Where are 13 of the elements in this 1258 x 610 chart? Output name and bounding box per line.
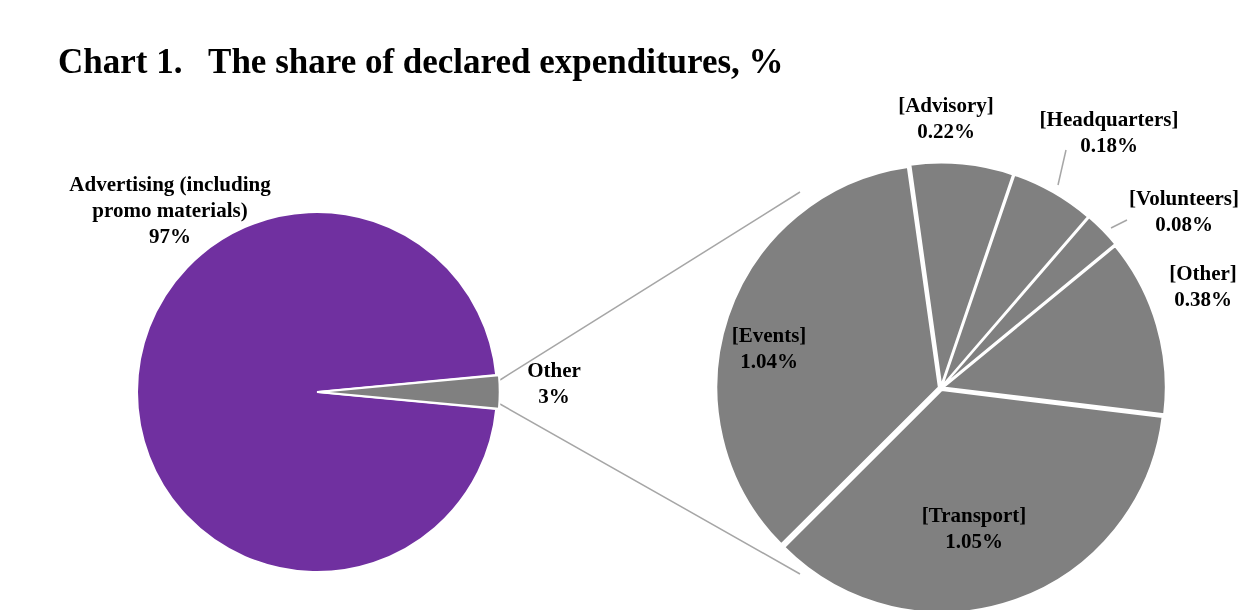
slice-label: [Headquarters] bbox=[1039, 107, 1179, 132]
data-label: 0.08% bbox=[1155, 212, 1213, 237]
data-label: 1.05% bbox=[945, 529, 1003, 554]
data-label: 0.38% bbox=[1174, 287, 1232, 312]
data-label: 0.22% bbox=[917, 119, 975, 144]
slice-label: [Volunteers] bbox=[1128, 186, 1240, 211]
slice-label: [Other] bbox=[1169, 261, 1237, 286]
chart-title: Chart 1. The share of declared expenditures, % bbox=[58, 42, 784, 82]
slice-label: [Advisory] bbox=[898, 93, 994, 118]
data-label: 97% bbox=[149, 224, 191, 249]
data-label: 0.18% bbox=[1080, 133, 1138, 158]
slice-label: [Transport] bbox=[921, 503, 1027, 528]
slice-label: Advertising (including promo materials) bbox=[69, 172, 272, 223]
